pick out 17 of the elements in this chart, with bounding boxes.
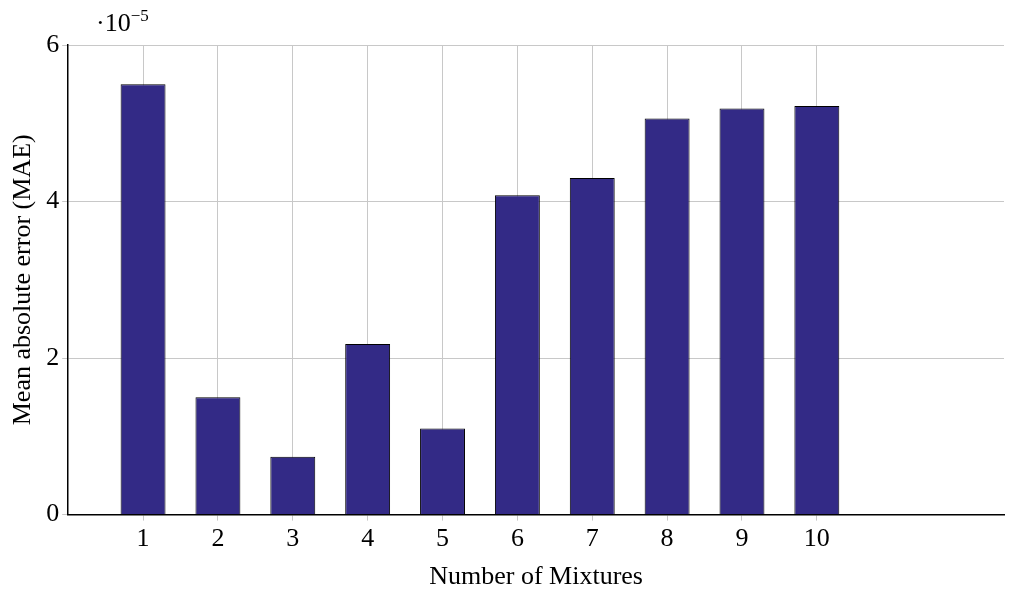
text: ·10$^{−5}$ (96, 6, 149, 38)
y-axis-title: Mean absolute error (MAE) (7, 134, 37, 426)
x-tick-label: 2 (211, 523, 225, 553)
x-tick-label: 9 (735, 523, 749, 553)
x-tick-label: 10 (803, 523, 830, 553)
y-tick-label: 6 (46, 28, 60, 58)
x-tick-label: 6 (510, 523, 524, 553)
x-tick-label: 7 (585, 523, 599, 553)
y-tick-label: 2 (46, 341, 60, 371)
x-axis-title: Number of Mixtures (429, 561, 643, 591)
x-tick-label: 8 (660, 523, 674, 553)
y-tick-label: 0 (46, 498, 60, 528)
x-tick-label: 5 (436, 523, 450, 553)
x-tick-label: 4 (361, 523, 375, 553)
y-tick-label: 4 (46, 185, 60, 215)
x-tick-label: 3 (286, 523, 300, 553)
x-tick-label: 1 (136, 523, 150, 553)
